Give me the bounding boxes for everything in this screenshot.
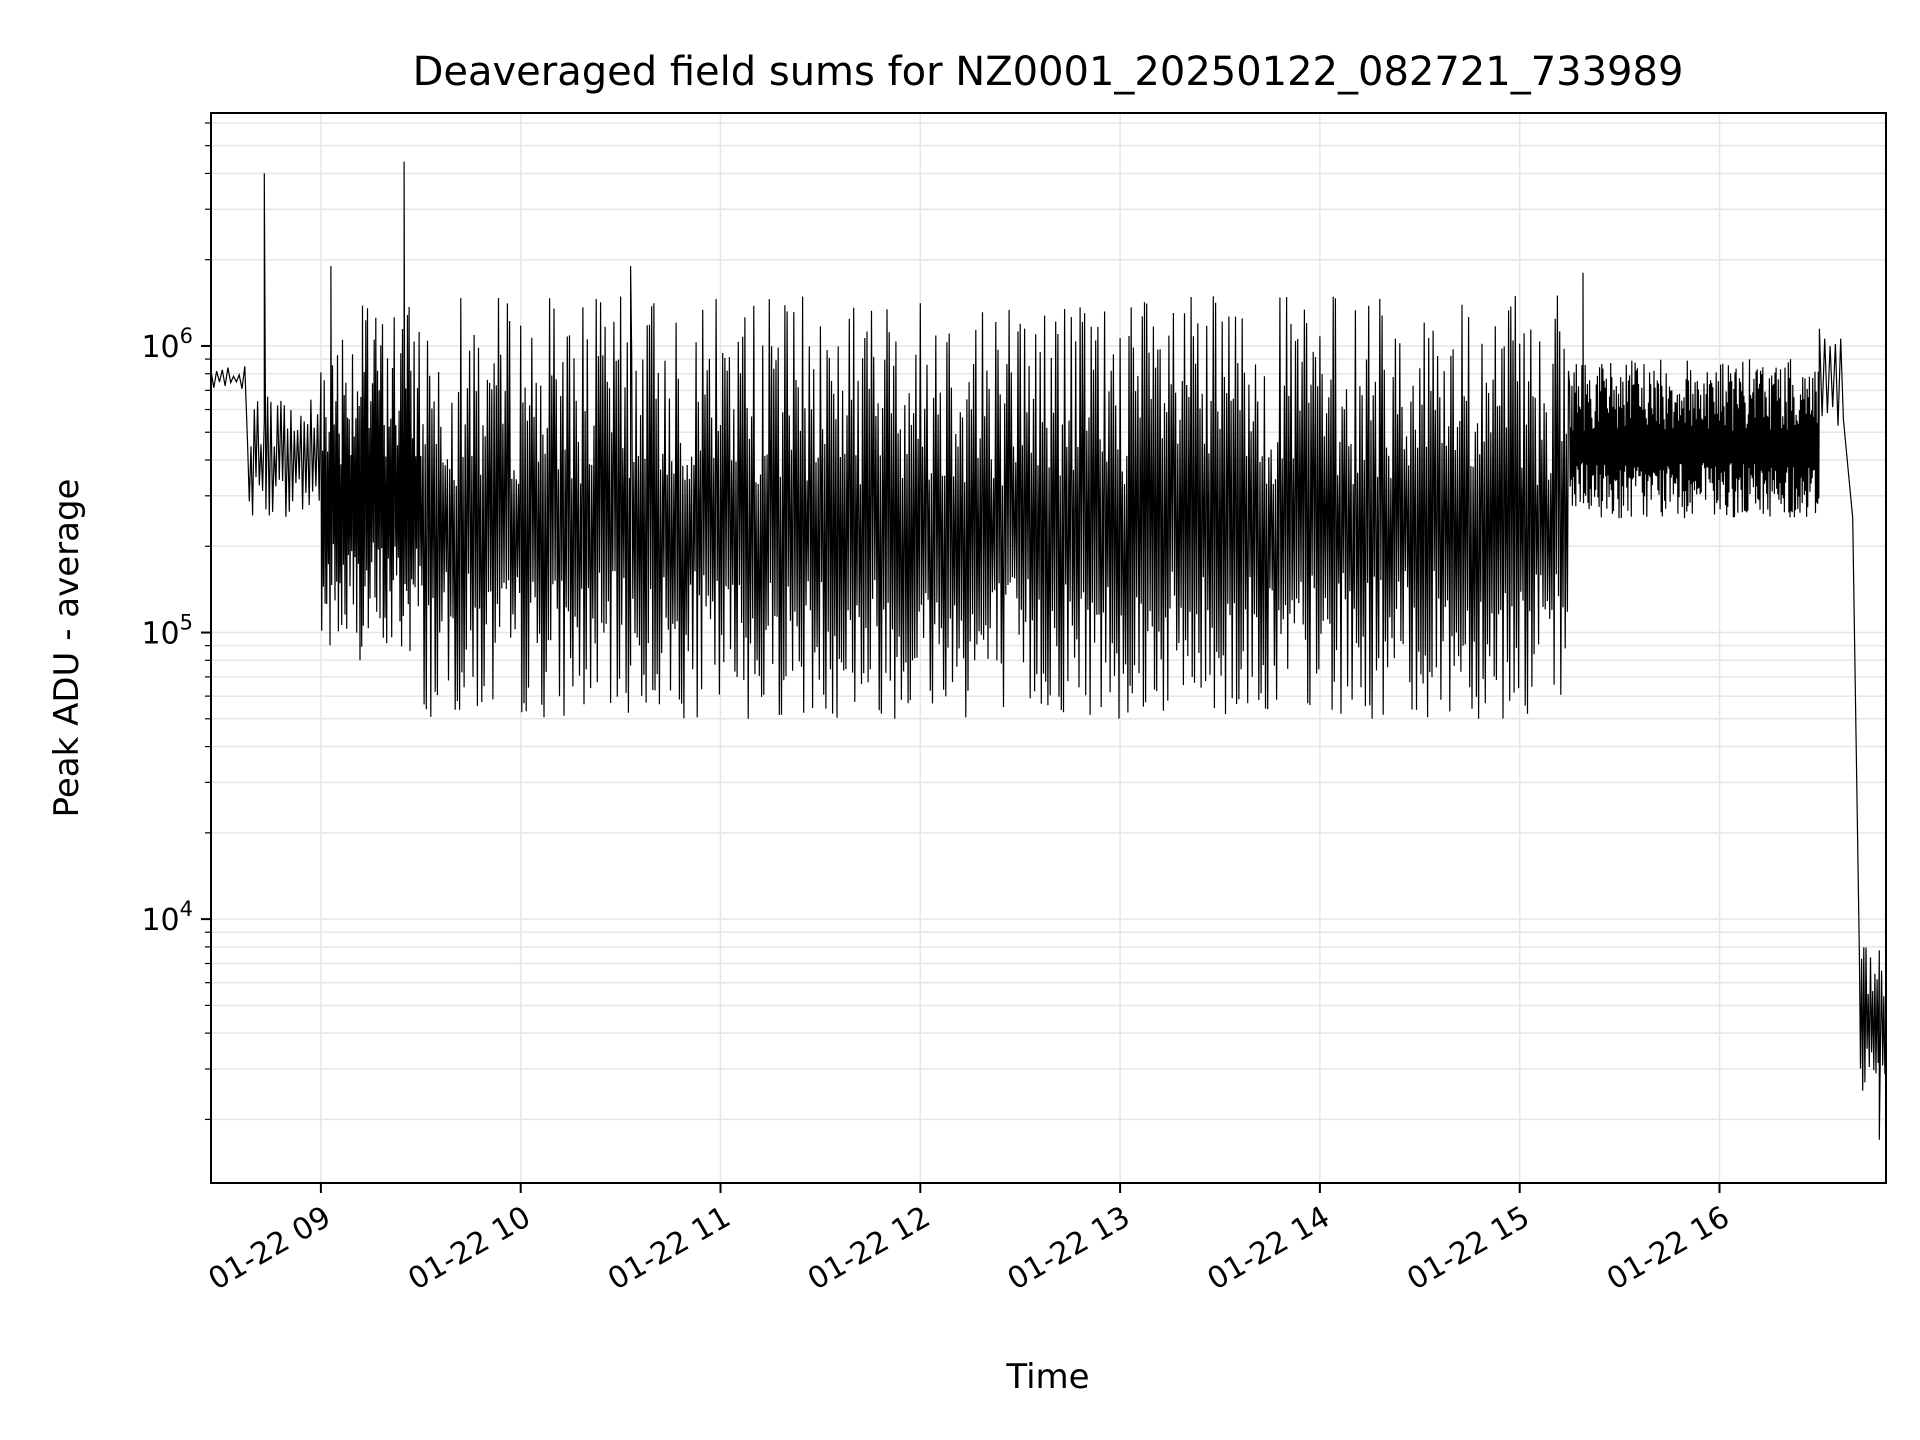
x-tick-label: 01-22 10	[402, 1200, 536, 1298]
chart-title: Deaveraged field sums for NZ0001_2025012…	[413, 49, 1684, 95]
y-tick-label: 104	[141, 897, 193, 938]
x-tick-label: 01-22 14	[1202, 1200, 1336, 1298]
x-axis-label: Time	[1005, 1357, 1089, 1397]
plot-frame	[210, 112, 1887, 1184]
x-tick-label: 01-22 13	[1002, 1200, 1136, 1298]
data-series-line	[210, 161, 1886, 1140]
x-tick-label: 01-22 11	[602, 1200, 736, 1298]
x-tick-label: 01-22 16	[1601, 1200, 1735, 1298]
y-tick-label: 106	[141, 324, 193, 365]
x-tick-label: 01-22 09	[203, 1200, 337, 1298]
x-tick-label: 01-22 12	[802, 1200, 936, 1298]
x-tick-label: 01-22 15	[1401, 1200, 1535, 1298]
y-tick-label: 105	[141, 611, 193, 652]
y-axis-label: Peak ADU - average	[47, 479, 87, 818]
series-path	[210, 161, 1886, 1140]
y-axis-ticks: 104 105 106	[141, 122, 211, 1121]
x-axis-ticks: 01-22 09 01-22 10 01-22 11 01-22 12 01-22 13…	[203, 1183, 1735, 1298]
